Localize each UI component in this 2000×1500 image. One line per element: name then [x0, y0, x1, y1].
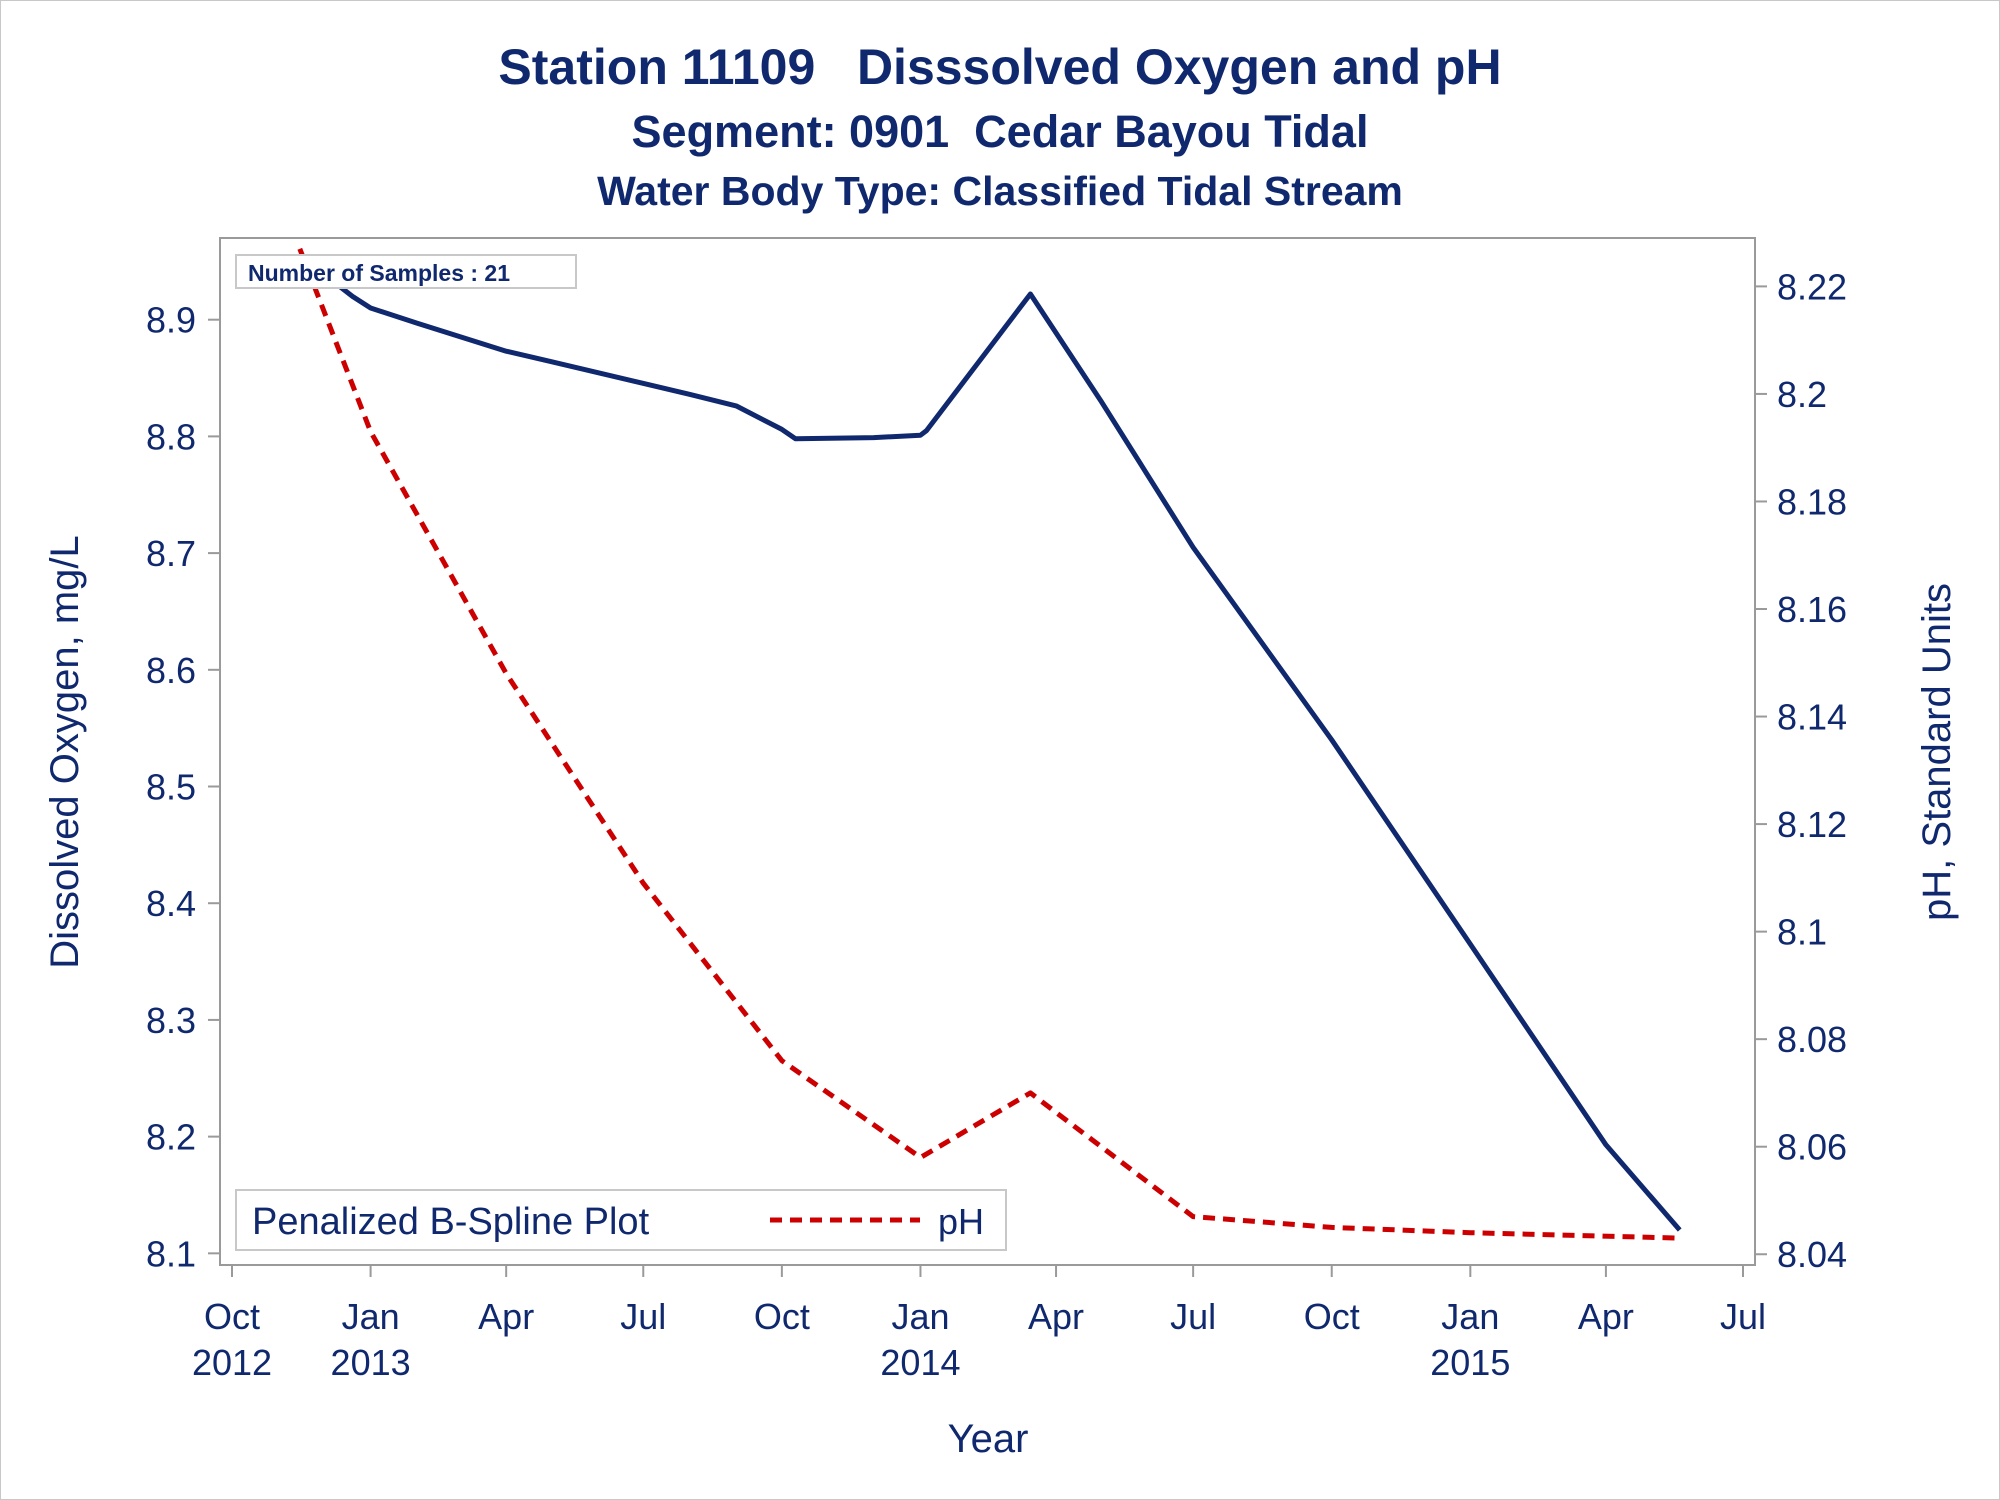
- chart-subtitle-segment: Segment: 0901 Cedar Bayou Tidal: [631, 106, 1369, 157]
- legend-ph-label: pH: [938, 1201, 984, 1242]
- left-y-tick-label: 8.2: [146, 1117, 196, 1158]
- x-tick-label: Oct: [1304, 1296, 1360, 1337]
- x-tick-year-label: 2015: [1430, 1342, 1510, 1383]
- legend-title: Penalized B-Spline Plot: [252, 1201, 650, 1243]
- x-tick-label: Apr: [478, 1296, 534, 1337]
- left-y-tick-label: 8.9: [146, 300, 196, 341]
- right-y-axis-title: pH, Standard Units: [1915, 583, 1959, 921]
- left-y-tick-label: 8.4: [146, 883, 196, 924]
- left-y-axis: 8.1 8.2 8.3 8.4 8.5 8.6 8.7 8.8 8.9: [146, 300, 220, 1274]
- x-tick-label: Jul: [1170, 1296, 1216, 1337]
- left-y-tick-label: 8.5: [146, 767, 196, 808]
- dissolved-oxygen-series-line: [298, 253, 1682, 1232]
- right-y-tick-label: 8.1: [1777, 912, 1827, 953]
- x-axis: Oct 2012 Jan 2013 Apr Jul Oct Jan 2014 Apr Jul Oct J…: [192, 1265, 1766, 1383]
- x-tick-label: Apr: [1028, 1296, 1084, 1337]
- left-y-tick-label: 8.8: [146, 416, 196, 457]
- x-tick-label: Jul: [1720, 1296, 1766, 1337]
- series-layer: [297, 247, 1682, 1241]
- x-tick-label: Oct: [204, 1296, 260, 1337]
- plot-area: [219, 237, 1756, 1266]
- x-tick-year-label: 2012: [192, 1342, 272, 1383]
- right-y-tick-label: 8.22: [1777, 266, 1847, 307]
- right-y-tick-label: 8.06: [1777, 1127, 1847, 1168]
- annotation-text: Number of Samples : 21: [248, 260, 510, 286]
- chart-title: Station 11109 Disssolved Oxygen and pH: [498, 39, 1502, 95]
- left-y-tick-label: 8.3: [146, 1000, 196, 1041]
- right-y-tick-label: 8.2: [1777, 374, 1827, 415]
- right-y-tick-label: 8.14: [1777, 697, 1847, 738]
- sample-count-annotation: Number of Samples : 21: [235, 254, 577, 289]
- legend: Penalized B-Spline Plot pH: [235, 1189, 1007, 1251]
- x-tick-label: Oct: [754, 1296, 810, 1337]
- left-y-tick-label: 8.1: [146, 1233, 196, 1274]
- x-tick-year-label: 2013: [331, 1342, 411, 1383]
- ph-series-line: [297, 247, 1680, 1241]
- x-tick-label: Jul: [620, 1296, 666, 1337]
- annotation-box: [235, 254, 577, 289]
- right-y-tick-label: 8.12: [1777, 804, 1847, 845]
- left-y-axis-title: Dissolved Oxygen, mg/L: [43, 535, 87, 969]
- right-y-tick-label: 8.04: [1777, 1234, 1847, 1275]
- x-tick-label: Apr: [1578, 1296, 1634, 1337]
- right-y-tick-label: 8.18: [1777, 481, 1847, 522]
- x-tick-year-label: 2014: [880, 1342, 960, 1383]
- right-y-axis: 8.04 8.06 8.08 8.1 8.12 8.14 8.16 8.18 8.2 8.22: [1755, 266, 1847, 1275]
- x-tick-label: Jan: [342, 1296, 400, 1337]
- left-y-tick-label: 8.7: [146, 533, 196, 574]
- chart-subtitle-water-body: Water Body Type: Classified Tidal Stream: [597, 168, 1403, 214]
- right-y-tick-label: 8.08: [1777, 1019, 1847, 1060]
- x-tick-label: Jan: [891, 1296, 949, 1337]
- x-axis-title: Year: [948, 1417, 1029, 1461]
- x-tick-label: Jan: [1441, 1296, 1499, 1337]
- right-y-tick-label: 8.16: [1777, 589, 1847, 630]
- left-y-tick-label: 8.6: [146, 650, 196, 691]
